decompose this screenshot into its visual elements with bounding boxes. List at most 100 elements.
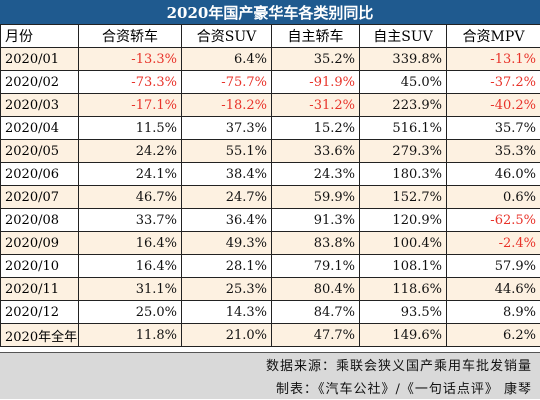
cell-domestic-suv: 516.1% [359,116,447,140]
cell-jv-mpv: 8.9% [446,300,540,324]
cell-jv-sedan: 16.4% [78,231,182,255]
table-row: 2020/01 -13.3% 6.4% 35.2% 339.8% -13.1% [0,47,540,71]
table-row: 2020/09 16.4% 49.3% 83.8% 100.4% -2.4% [0,231,540,255]
cell-domestic-suv: 180.3% [359,162,447,186]
cell-domestic-sedan: 24.3% [271,162,360,186]
cell-domestic-sedan: -91.9% [271,70,360,94]
cell-month: 2020/06 [0,162,79,186]
table-row: 2020/04 11.5% 37.3% 15.2% 516.1% 35.7% [0,116,540,140]
cell-jv-sedan: 11.8% [78,323,182,347]
cell-domestic-suv: 152.7% [359,185,447,209]
cell-jv-mpv: -37.2% [446,70,540,94]
cell-jv-suv: 37.3% [181,116,272,140]
cell-jv-suv: 55.1% [181,139,272,163]
cell-domestic-suv: 118.6% [359,277,447,301]
table-title: 2020年国产豪华车各类别同比 [0,0,540,24]
cell-jv-sedan: -73.3% [78,70,182,94]
cell-jv-mpv: 46.0% [446,162,540,186]
cell-jv-mpv: 57.9% [446,254,540,278]
cell-jv-suv: -18.2% [181,93,272,117]
cell-domestic-sedan: 83.8% [271,231,360,255]
cell-month: 2020/03 [0,93,79,117]
cell-domestic-suv: 223.9% [359,93,447,117]
source-note: 数据来源：乘联会狭义国产乘用车批发销量 [265,359,532,374]
cell-domestic-sedan: 15.2% [271,116,360,140]
cell-month: 2020年全年 [0,323,79,347]
cell-month: 2020/09 [0,231,79,255]
cell-jv-suv: 49.3% [181,231,272,255]
cell-domestic-sedan: 80.4% [271,277,360,301]
table-row: 2020/11 31.1% 25.3% 80.4% 118.6% 44.6% [0,277,540,301]
cell-jv-mpv: -62.5% [446,208,540,232]
header-month: 月份 [0,24,79,48]
cell-domestic-suv: 93.5% [359,300,447,324]
cell-jv-mpv: 35.7% [446,116,540,140]
cell-jv-suv: 21.0% [181,323,272,347]
table-row: 2020年全年 11.8% 21.0% 47.7% 149.6% 6.2% [0,323,540,347]
table-row: 2020/08 33.7% 36.4% 91.3% 120.9% -62.5% [0,208,540,232]
cell-month: 2020/12 [0,300,79,324]
table-row: 2020/03 -17.1% -18.2% -31.2% 223.9% -40.2% [0,93,540,117]
footer-notes: 数据来源：乘联会狭义国产乘用车批发销量 制表：《汽车公社》/《一句话点评》 康琴 [0,352,540,399]
cell-jv-sedan: 33.7% [78,208,182,232]
table-row: 2020/10 16.4% 28.1% 79.1% 108.1% 57.9% [0,254,540,278]
cell-jv-sedan: 24.2% [78,139,182,163]
cell-jv-sedan: -13.3% [78,47,182,71]
cell-jv-sedan: 25.0% [78,300,182,324]
cell-jv-mpv: 0.6% [446,185,540,209]
cell-jv-sedan: 11.5% [78,116,182,140]
cell-jv-suv: 28.1% [181,254,272,278]
cell-domestic-sedan: -31.2% [271,93,360,117]
cell-domestic-suv: 45.0% [359,70,447,94]
cell-domestic-suv: 339.8% [359,47,447,71]
cell-month: 2020/08 [0,208,79,232]
cell-domestic-sedan: 47.7% [271,323,360,347]
header-row: 月份 合资轿车 合资SUV 自主轿车 自主SUV 合资MPV [0,24,540,48]
cell-jv-suv: 6.4% [181,47,272,71]
table-row: 2020/12 25.0% 14.3% 84.7% 93.5% 8.9% [0,300,540,324]
cell-jv-mpv: -40.2% [446,93,540,117]
table-row: 2020/05 24.2% 55.1% 33.6% 279.3% 35.3% [0,139,540,163]
cell-domestic-suv: 149.6% [359,323,447,347]
header-domestic-suv: 自主SUV [359,24,447,48]
cell-month: 2020/05 [0,139,79,163]
cell-domestic-suv: 279.3% [359,139,447,163]
cell-jv-suv: -75.7% [181,70,272,94]
cell-jv-sedan: 46.7% [78,185,182,209]
data-table: 月份 合资轿车 合资SUV 自主轿车 自主SUV 合资MPV 2020/01 -1… [0,24,540,347]
cell-domestic-sedan: 33.6% [271,139,360,163]
cell-month: 2020/10 [0,254,79,278]
credit-note: 制表：《汽车公社》/《一句话点评》 康琴 [275,382,532,397]
cell-jv-sedan: 24.1% [78,162,182,186]
cell-domestic-suv: 100.4% [359,231,447,255]
cell-jv-suv: 25.3% [181,277,272,301]
cell-jv-mpv: 44.6% [446,277,540,301]
cell-domestic-sedan: 59.9% [271,185,360,209]
cell-jv-mpv: 35.3% [446,139,540,163]
cell-jv-sedan: 31.1% [78,277,182,301]
cell-jv-suv: 38.4% [181,162,272,186]
header-jv-suv: 合资SUV [181,24,272,48]
cell-jv-suv: 24.7% [181,185,272,209]
cell-domestic-sedan: 35.2% [271,47,360,71]
header-jv-mpv: 合资MPV [446,24,540,48]
header-domestic-sedan: 自主轿车 [271,24,360,48]
cell-jv-suv: 36.4% [181,208,272,232]
cell-jv-mpv: -13.1% [446,47,540,71]
table-row: 2020/02 -73.3% -75.7% -91.9% 45.0% -37.2% [0,70,540,94]
table-row: 2020/07 46.7% 24.7% 59.9% 152.7% 0.6% [0,185,540,209]
cell-month: 2020/11 [0,277,79,301]
cell-domestic-sedan: 79.1% [271,254,360,278]
cell-month: 2020/01 [0,47,79,71]
cell-jv-mpv: 6.2% [446,323,540,347]
cell-jv-mpv: -2.4% [446,231,540,255]
cell-domestic-sedan: 84.7% [271,300,360,324]
cell-month: 2020/04 [0,116,79,140]
cell-jv-sedan: -17.1% [78,93,182,117]
table-row: 2020/06 24.1% 38.4% 24.3% 180.3% 46.0% [0,162,540,186]
cell-jv-sedan: 16.4% [78,254,182,278]
header-jv-sedan: 合资轿车 [78,24,182,48]
cell-domestic-suv: 108.1% [359,254,447,278]
cell-month: 2020/02 [0,70,79,94]
